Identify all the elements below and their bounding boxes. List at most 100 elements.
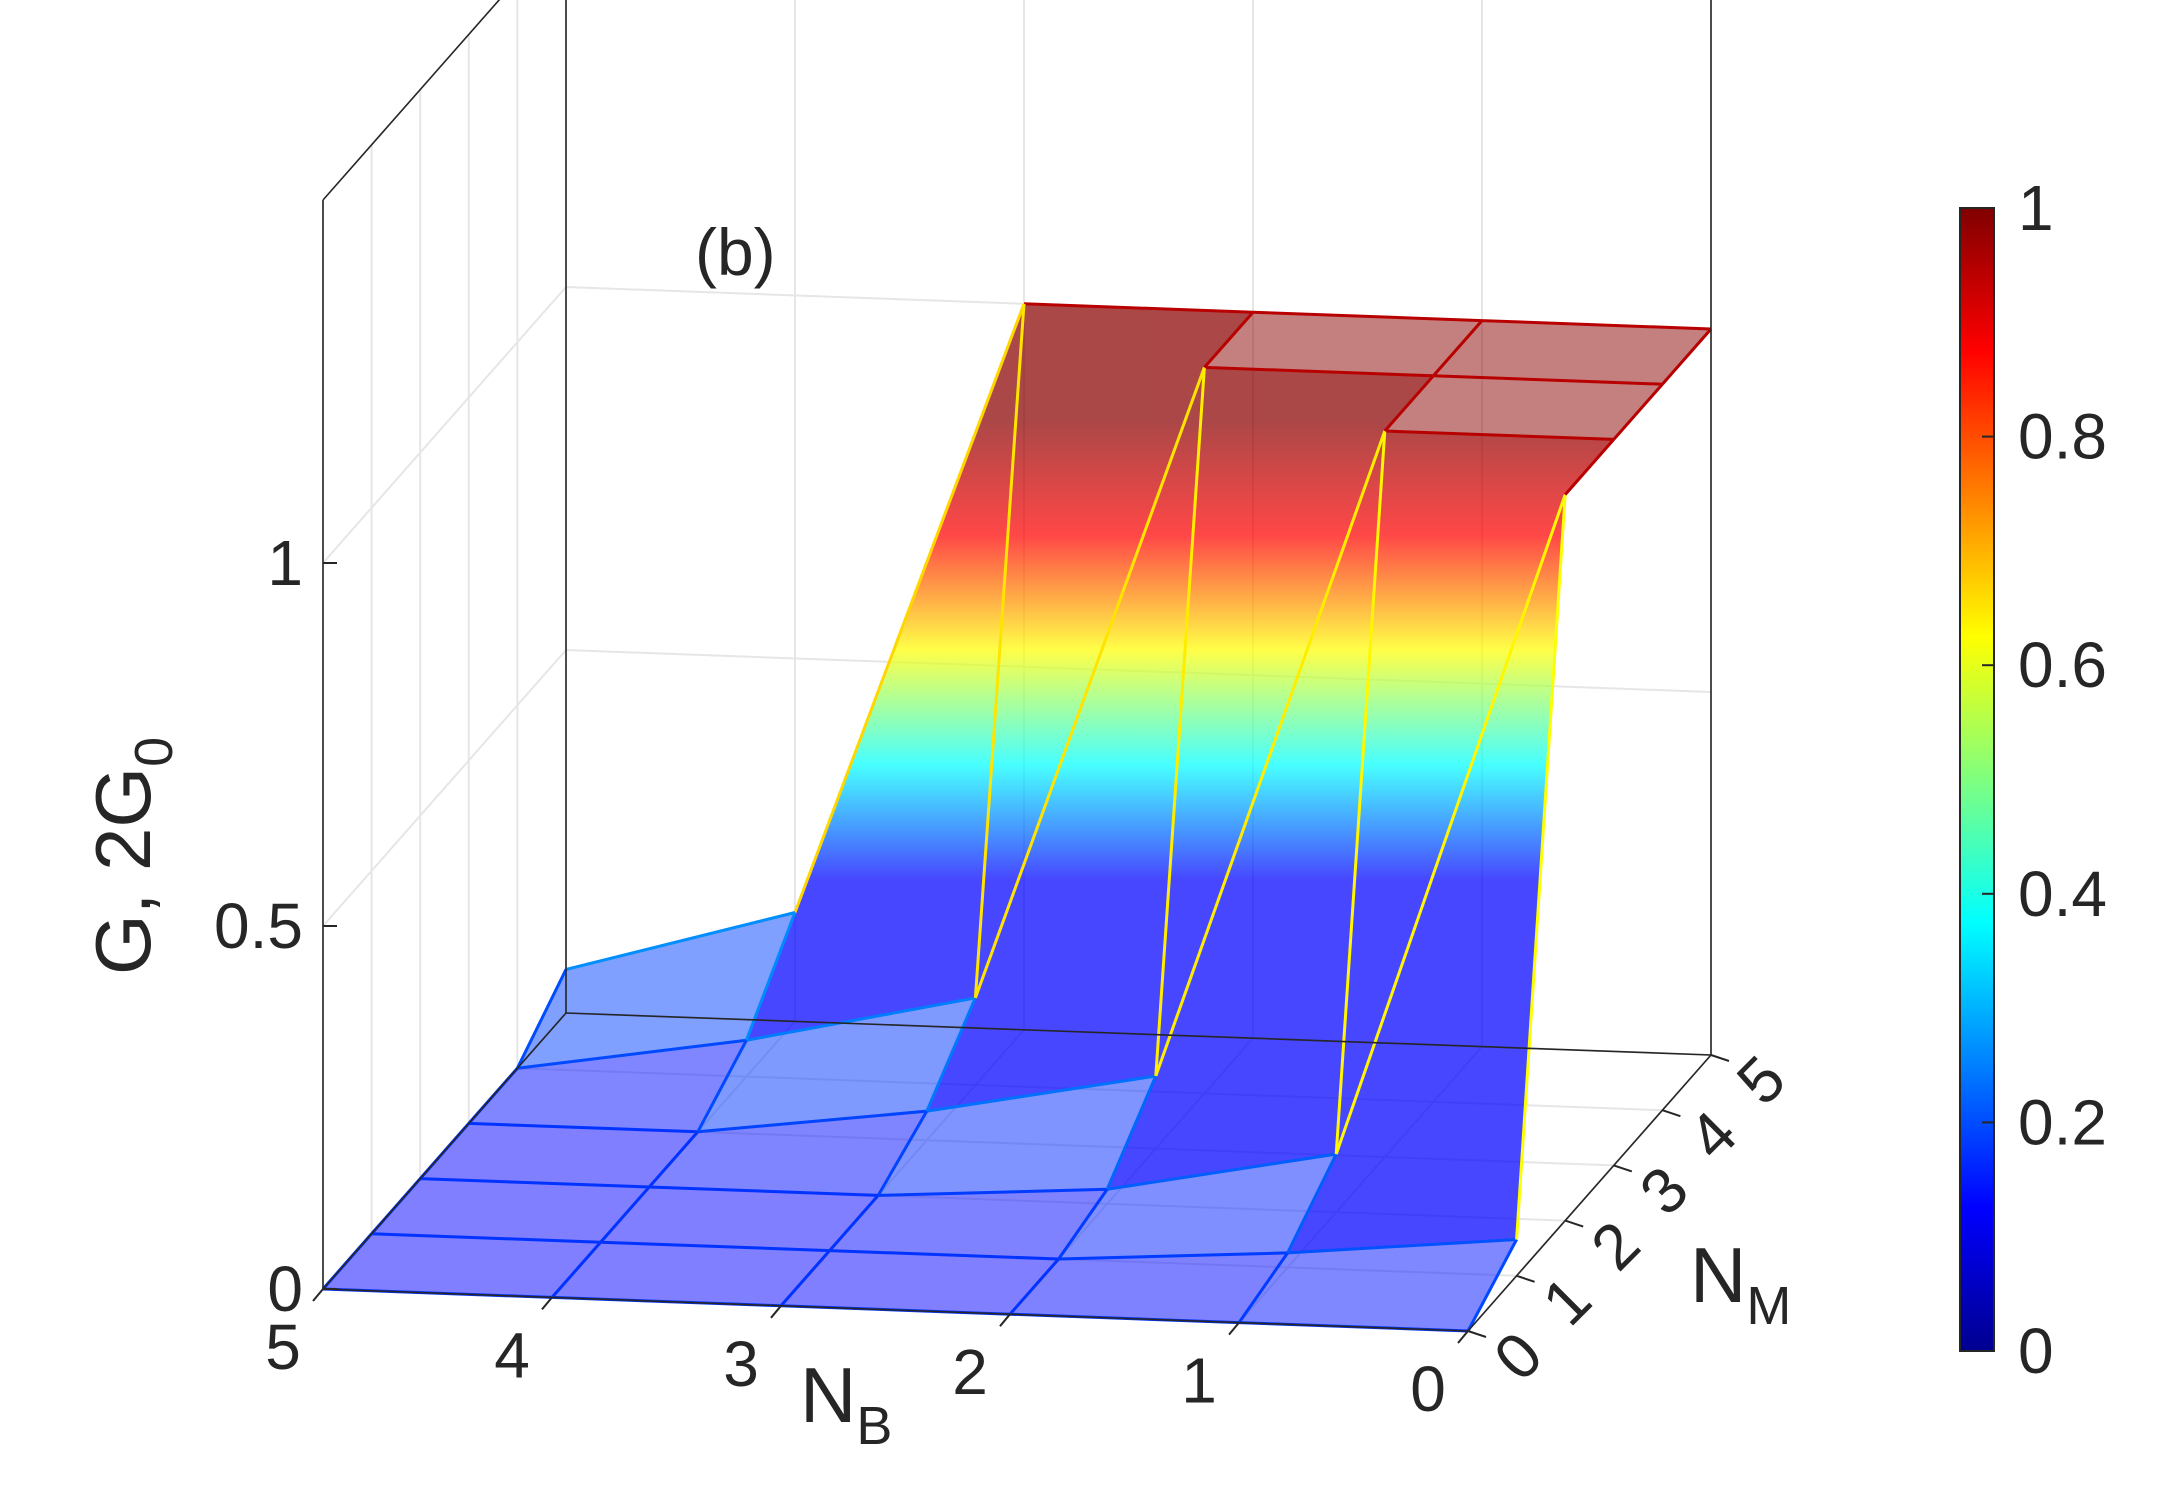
- mesh-line: [829, 1249, 1059, 1261]
- mesh-line: [1384, 429, 1614, 441]
- surface-patch: [1204, 312, 1482, 376]
- mesh-line: [1481, 319, 1712, 331]
- colorbar-tick-label: 1: [2018, 172, 2054, 244]
- y-tick: [1467, 1330, 1487, 1338]
- surface-patch: [420, 1123, 698, 1187]
- surface-patch: [1239, 1239, 1517, 1331]
- axis-line: [322, 0, 501, 201]
- colorbar-tick-label: 0: [2018, 1315, 2054, 1387]
- mesh-line: [779, 1249, 831, 1307]
- surface-patch: [1155, 367, 1434, 1076]
- x-tick: [1228, 1321, 1240, 1336]
- mesh-line: [1466, 1238, 1518, 1332]
- mesh-line: [878, 1187, 1108, 1197]
- axis-line: [565, 1012, 1712, 1056]
- surface-patch: [371, 1178, 650, 1243]
- y-tick: [1662, 1109, 1681, 1118]
- surface-patch: [926, 367, 1205, 1112]
- x-tick: [1457, 1330, 1469, 1344]
- colorbar: [1959, 207, 1995, 1352]
- surface-patch: [649, 1111, 927, 1196]
- colorbar-tick-label: 0.4: [2018, 858, 2107, 930]
- mesh-line: [599, 1186, 651, 1244]
- mesh-line: [1252, 310, 1483, 323]
- mesh-line: [1154, 367, 1206, 1077]
- surface-patch: [878, 1076, 1156, 1196]
- mesh-line: [746, 996, 976, 1042]
- mesh-line: [1058, 1251, 1288, 1261]
- mesh-line: [550, 1241, 602, 1299]
- mesh-line: [1334, 430, 1387, 1155]
- mesh-line: [1106, 1152, 1337, 1191]
- y-tick: [1710, 1054, 1730, 1062]
- surface-patch: [1384, 375, 1663, 440]
- mesh-line: [973, 366, 1206, 999]
- y-tick: [1516, 1274, 1535, 1283]
- mesh-line: [516, 968, 568, 1069]
- y-tick-label: 1: [1529, 1263, 1605, 1339]
- mesh-line: [649, 1185, 879, 1197]
- mesh-line: [468, 1121, 698, 1134]
- surface-patch: [746, 303, 1024, 1041]
- colorbar-tick-label: 0.8: [2018, 401, 2107, 473]
- y-tick-label: 5: [1723, 1042, 1799, 1118]
- surface-patch: [829, 1189, 1108, 1259]
- surface: [323, 303, 1711, 1331]
- y-tick-label: 3: [1626, 1152, 1702, 1228]
- mesh-line: [1564, 438, 1615, 496]
- surface-patch: [1433, 320, 1711, 385]
- mesh-line: [696, 1039, 748, 1133]
- mesh-line: [517, 1038, 747, 1070]
- x-tick-label: 2: [952, 1336, 988, 1408]
- mesh-line: [1287, 1238, 1517, 1255]
- x-axis-label: NB: [800, 1351, 892, 1456]
- surface-patch: [517, 912, 795, 1069]
- surface-patch: [468, 1040, 747, 1132]
- colorbar-tick-label: 0.2: [2018, 1086, 2107, 1158]
- surface-patch: [1107, 431, 1385, 1190]
- surface-patch: [1010, 1252, 1288, 1323]
- mesh-line: [744, 911, 797, 1041]
- mesh-line: [1612, 383, 1664, 441]
- mesh-line: [565, 911, 796, 971]
- y-tick-label: 4: [1674, 1097, 1750, 1173]
- z-tick-label: 0: [267, 1253, 303, 1325]
- mesh-line: [1023, 302, 1254, 314]
- surface-patch: [1058, 1154, 1337, 1259]
- surface-patch: [600, 1187, 879, 1251]
- mesh-line: [1008, 1258, 1060, 1316]
- surface-patch: [323, 1233, 601, 1298]
- y-tick-label: 2: [1577, 1208, 1653, 1284]
- colorbar-tick-label: 0.6: [2018, 629, 2107, 701]
- axis-line: [1467, 1054, 1712, 1332]
- y-tick: [1613, 1164, 1633, 1173]
- mesh-line: [1154, 430, 1387, 1077]
- mesh-line: [1286, 1153, 1338, 1254]
- mesh-line: [371, 1232, 601, 1244]
- mesh-line: [926, 1074, 1157, 1113]
- mesh-line: [1383, 374, 1435, 432]
- axes-frame: [322, 0, 1712, 1332]
- x-tick: [541, 1296, 553, 1311]
- x-tick: [999, 1313, 1011, 1327]
- x-tick: [312, 1288, 324, 1302]
- mesh-line: [1661, 328, 1713, 386]
- axis-line: [322, 1012, 567, 1290]
- mesh-line: [420, 1177, 650, 1189]
- mesh-line: [648, 1130, 699, 1188]
- surface-patch: [697, 997, 976, 1132]
- mesh-line: [1237, 1252, 1289, 1324]
- mesh-line: [1204, 365, 1434, 378]
- y-tick: [1564, 1219, 1584, 1228]
- mesh-line: [697, 1109, 927, 1134]
- x-tick-label: 3: [723, 1328, 759, 1400]
- surface-patch: [781, 1250, 1059, 1315]
- surface-patch: [552, 1242, 830, 1306]
- x-tick: [770, 1305, 782, 1319]
- mesh-line: [793, 303, 1026, 914]
- panel-label: (b): [695, 215, 776, 289]
- mesh-line: [876, 1110, 929, 1197]
- y-tick-label: 0: [1480, 1318, 1556, 1394]
- y-axis-label: NM: [1690, 1231, 1791, 1336]
